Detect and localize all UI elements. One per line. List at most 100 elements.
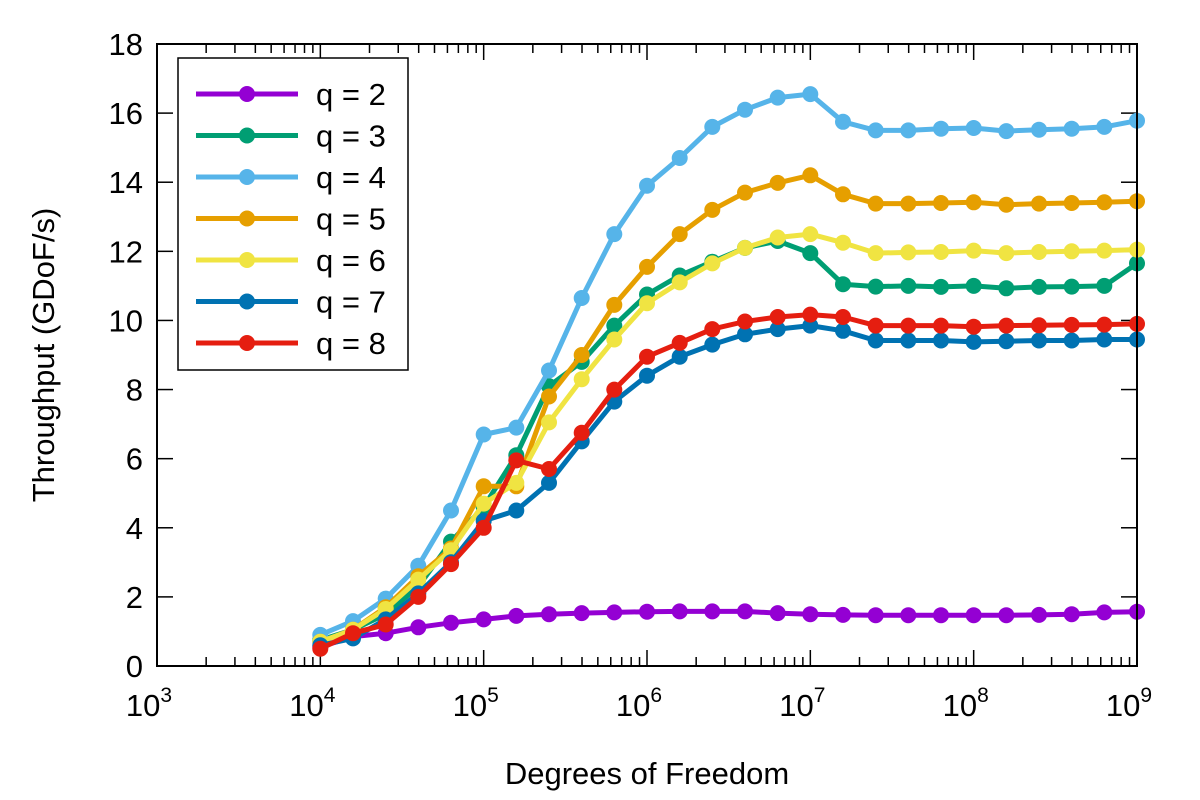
legend: q = 2 q = 3 q = 4 q = 5 q = 6 q = 7 q = 8 bbox=[177, 57, 409, 371]
data-point bbox=[606, 296, 623, 313]
legend-swatch-marker bbox=[239, 169, 255, 185]
data-point bbox=[965, 194, 982, 211]
data-point bbox=[573, 605, 590, 622]
data-point bbox=[900, 332, 917, 349]
data-point bbox=[639, 177, 655, 194]
data-point bbox=[867, 122, 884, 139]
data-point bbox=[900, 607, 917, 624]
legend-swatch-marker bbox=[239, 335, 255, 351]
data-point bbox=[606, 604, 623, 621]
data-point bbox=[541, 362, 557, 379]
x-tick-label: 105 bbox=[453, 684, 499, 723]
x-axis-label: Degrees of Freedom bbox=[505, 756, 789, 791]
data-point bbox=[1031, 244, 1047, 260]
data-point bbox=[573, 347, 590, 363]
x-tick-label: 107 bbox=[779, 684, 825, 723]
data-point bbox=[410, 619, 427, 636]
data-point bbox=[998, 280, 1015, 297]
y-tick-label: 8 bbox=[126, 373, 143, 408]
data-point bbox=[737, 184, 753, 201]
data-point bbox=[802, 86, 819, 103]
legend-label: q = 3 bbox=[316, 119, 386, 154]
data-point bbox=[802, 245, 819, 262]
data-point bbox=[1096, 604, 1113, 621]
y-tick-label: 18 bbox=[109, 27, 143, 62]
data-point bbox=[508, 607, 525, 624]
data-point bbox=[965, 120, 982, 136]
plot-frame bbox=[156, 43, 1138, 667]
data-point bbox=[933, 244, 949, 260]
data-point bbox=[769, 605, 786, 622]
x-tick-exponent: 9 bbox=[1140, 684, 1152, 707]
data-point bbox=[1063, 316, 1080, 333]
data-point bbox=[1031, 278, 1047, 295]
legend-label: q = 2 bbox=[316, 77, 386, 112]
data-point bbox=[1031, 121, 1047, 138]
series-line bbox=[319, 312, 1138, 651]
legend-item: q = 2 bbox=[196, 77, 386, 112]
series-line bbox=[319, 238, 1139, 643]
data-point bbox=[867, 332, 884, 349]
data-point bbox=[835, 309, 851, 325]
data-point bbox=[835, 234, 851, 251]
x-tick-base: 10 bbox=[453, 688, 487, 723]
data-point bbox=[933, 195, 949, 211]
data-point bbox=[1031, 332, 1047, 349]
legend-swatch-marker bbox=[239, 127, 255, 144]
data-point bbox=[541, 414, 557, 431]
data-point bbox=[671, 603, 688, 620]
x-tick-base: 10 bbox=[616, 688, 650, 723]
series-6 bbox=[312, 317, 1145, 654]
data-point bbox=[737, 603, 753, 620]
x-tick-exponent: 5 bbox=[487, 684, 499, 707]
data-point bbox=[867, 607, 884, 624]
legend-swatch-marker bbox=[239, 252, 255, 268]
data-point bbox=[1096, 118, 1113, 135]
data-point bbox=[998, 245, 1015, 262]
data-point bbox=[1031, 317, 1047, 334]
legend-swatch-marker bbox=[239, 86, 255, 102]
data-point bbox=[802, 317, 819, 334]
data-point bbox=[900, 317, 917, 334]
data-point bbox=[345, 625, 361, 642]
series-7 bbox=[312, 306, 1145, 657]
data-point bbox=[998, 333, 1015, 350]
data-point bbox=[998, 317, 1015, 334]
y-tick-label: 0 bbox=[126, 649, 143, 684]
series-line bbox=[319, 608, 1138, 650]
data-point bbox=[508, 474, 525, 491]
data-point bbox=[1063, 195, 1080, 211]
legend-item: q = 5 bbox=[196, 202, 386, 237]
data-point bbox=[965, 242, 982, 259]
data-point bbox=[1096, 316, 1113, 333]
data-point bbox=[606, 317, 623, 334]
legend-item: q = 8 bbox=[196, 326, 386, 361]
x-tick-exponent: 8 bbox=[977, 684, 989, 707]
data-point bbox=[1096, 194, 1113, 211]
series-2 bbox=[312, 233, 1145, 649]
legend-item: q = 7 bbox=[196, 285, 386, 320]
data-point bbox=[639, 367, 655, 384]
y-tick-label: 10 bbox=[109, 303, 143, 338]
data-point bbox=[639, 348, 655, 365]
data-point bbox=[606, 226, 623, 243]
x-tick-exponent: 7 bbox=[814, 684, 826, 707]
data-point bbox=[802, 167, 819, 184]
data-point bbox=[475, 495, 492, 512]
data-point bbox=[1063, 243, 1080, 260]
x-tick-exponent: 6 bbox=[650, 684, 662, 707]
series-1 bbox=[312, 603, 1145, 655]
data-point bbox=[933, 332, 949, 349]
data-point bbox=[802, 606, 819, 623]
data-point bbox=[933, 607, 949, 624]
data-point bbox=[606, 331, 623, 348]
data-point bbox=[965, 318, 982, 335]
data-point bbox=[835, 606, 851, 623]
data-point bbox=[1096, 277, 1113, 294]
data-point bbox=[835, 186, 851, 203]
data-point bbox=[573, 290, 590, 306]
x-tick-exponent: 3 bbox=[160, 684, 172, 707]
data-point bbox=[802, 306, 819, 323]
data-point bbox=[769, 229, 786, 246]
